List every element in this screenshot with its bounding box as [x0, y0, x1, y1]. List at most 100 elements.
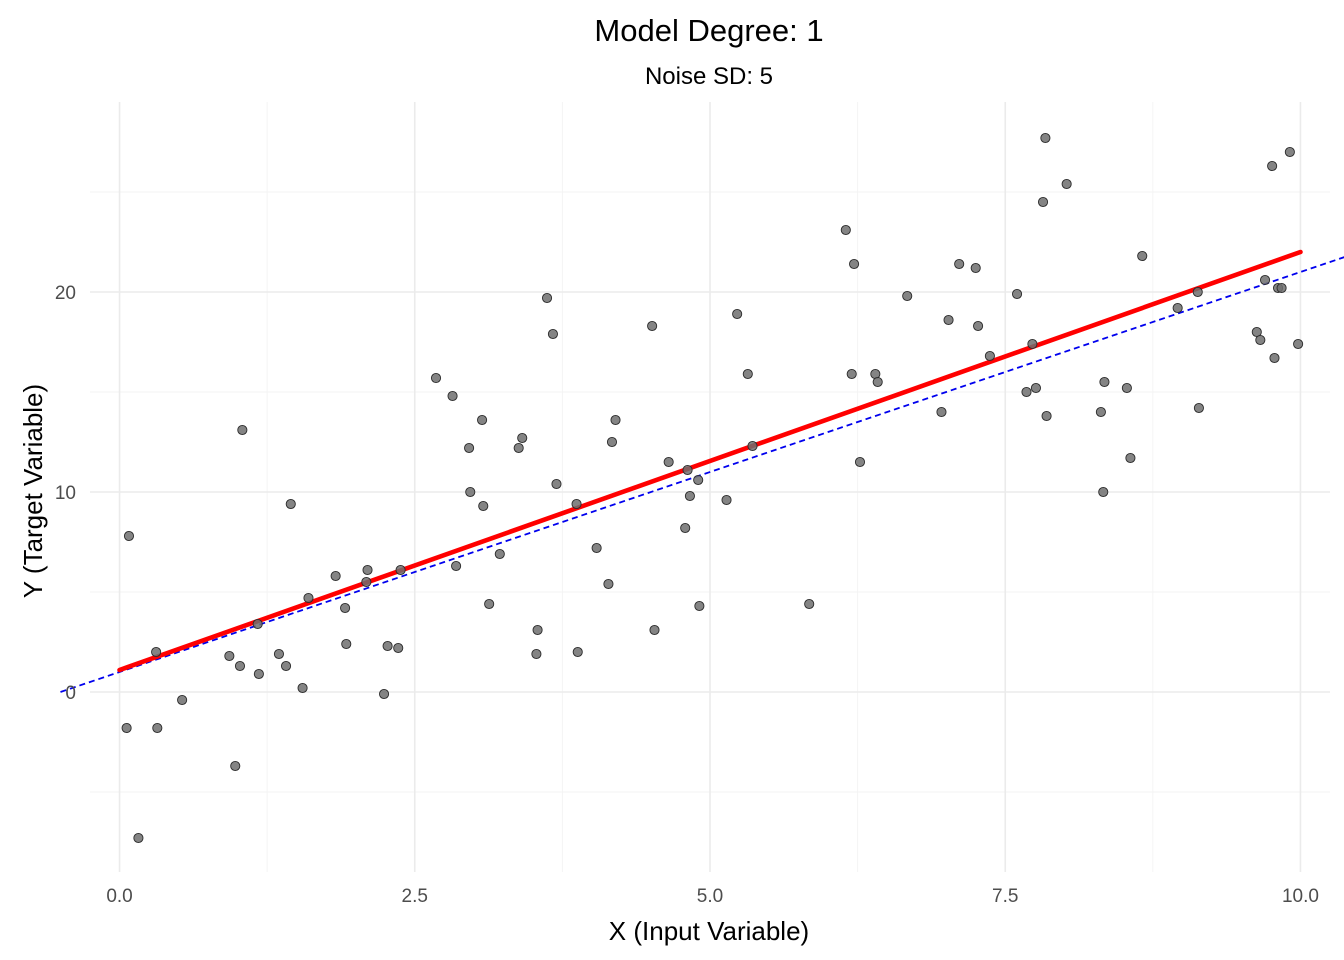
data-point [1011, 288, 1023, 300]
data-point [152, 722, 163, 734]
data-point [547, 328, 558, 340]
data-point [647, 320, 658, 332]
data-point [747, 440, 758, 452]
data-point [285, 498, 296, 510]
true-line [60, 256, 1344, 693]
x-tick-label: 7.5 [992, 886, 1018, 907]
data-point [591, 542, 602, 554]
data-point [362, 564, 373, 576]
x-axis-title: X (Input Variable) [609, 916, 809, 946]
data-point [684, 490, 695, 502]
data-point [1099, 376, 1110, 388]
data-point [1095, 406, 1106, 418]
data-point [970, 262, 981, 274]
data-point [123, 530, 135, 542]
data-point [230, 760, 241, 772]
data-point [237, 424, 248, 436]
data-point [849, 258, 860, 270]
data-point [303, 592, 314, 604]
data-point [902, 290, 913, 302]
chart-title: Model Degree: 1 [594, 13, 823, 48]
data-point [1293, 338, 1304, 350]
data-point [984, 350, 995, 362]
data-point [252, 618, 263, 630]
data-point [936, 406, 947, 418]
data-point [693, 474, 704, 486]
lines-layer [60, 249, 1344, 693]
data-point [340, 602, 351, 614]
data-point [742, 368, 753, 380]
data-point [1125, 452, 1136, 464]
x-tick-label: 10.0 [1282, 886, 1319, 907]
data-point [133, 832, 144, 844]
fit-line [117, 249, 1303, 673]
data-point [572, 646, 583, 658]
data-point [447, 390, 458, 402]
x-tick-label: 5.0 [697, 886, 723, 907]
data-point [680, 522, 691, 534]
data-point [721, 494, 732, 506]
data-point [395, 564, 406, 576]
data-point [382, 640, 393, 652]
data-point [1255, 334, 1266, 346]
data-point [732, 308, 743, 320]
data-point [1027, 338, 1038, 350]
data-point [1259, 274, 1271, 286]
data-point [361, 576, 372, 588]
data-point [151, 646, 162, 658]
data-point [330, 570, 341, 582]
data-point [1040, 132, 1051, 144]
data-point [494, 548, 505, 560]
data-point [451, 560, 462, 572]
data-point [1192, 286, 1203, 298]
data-point [603, 578, 614, 590]
y-tick-label: 20 [55, 283, 76, 304]
data-point [682, 464, 693, 476]
data-point [513, 442, 524, 454]
data-point [477, 414, 488, 426]
data-point [1172, 302, 1183, 314]
y-tick-label: 0 [65, 683, 76, 704]
data-point [551, 478, 562, 490]
data-point [1037, 196, 1049, 208]
data-point [234, 660, 246, 672]
data-point [606, 436, 618, 448]
data-point [341, 638, 352, 650]
data-point [532, 624, 543, 636]
tick-labels: 0.0 2.5 5.0 7.5 10.0 0 10 20 [55, 283, 1319, 907]
points-layer [121, 132, 1304, 844]
data-point [1061, 178, 1072, 190]
y-tick-label: 10 [55, 483, 76, 504]
data-point [846, 368, 857, 380]
data-point [253, 668, 264, 680]
data-point [973, 320, 984, 332]
data-point [954, 258, 965, 270]
data-point [1267, 160, 1278, 172]
data-point [430, 372, 442, 384]
data-point [1021, 386, 1032, 398]
data-point [1121, 382, 1132, 394]
data-point [1284, 146, 1295, 158]
data-point [840, 224, 851, 236]
data-point [694, 600, 705, 612]
data-point [393, 642, 404, 654]
data-point [464, 442, 475, 454]
data-point [541, 292, 553, 304]
data-point [484, 598, 495, 610]
data-point [610, 414, 621, 426]
data-point [297, 682, 308, 694]
data-point [1041, 410, 1052, 422]
chart-subtitle: Noise SD: 5 [645, 63, 773, 90]
data-point [1193, 402, 1204, 414]
major-gridlines [90, 102, 1330, 872]
data-point [531, 648, 542, 660]
data-point [1030, 382, 1041, 394]
x-tick-label: 2.5 [402, 886, 428, 907]
data-point [1276, 282, 1287, 294]
data-point [465, 486, 476, 498]
data-point [1137, 250, 1148, 262]
data-point [280, 660, 292, 672]
data-point [1098, 486, 1109, 498]
y-axis-title: Y (Target Variable) [18, 384, 48, 598]
